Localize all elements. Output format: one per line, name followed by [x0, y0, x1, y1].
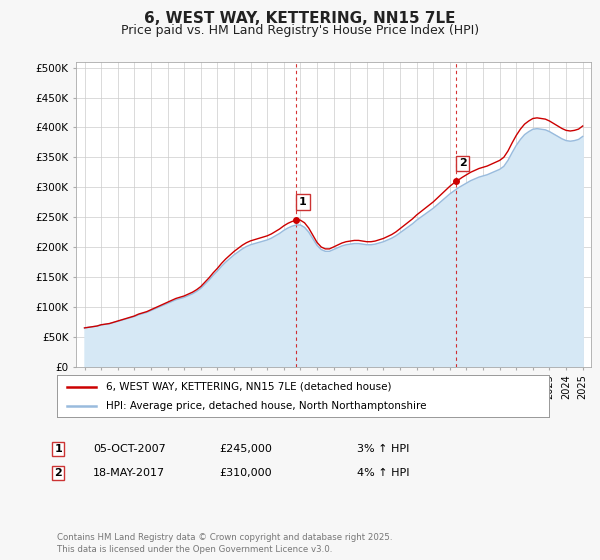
Text: 2: 2: [459, 158, 467, 169]
Text: 2: 2: [55, 468, 62, 478]
Text: 05-OCT-2007: 05-OCT-2007: [93, 444, 166, 454]
Text: 6, WEST WAY, KETTERING, NN15 7LE: 6, WEST WAY, KETTERING, NN15 7LE: [144, 11, 456, 26]
Text: 1: 1: [299, 197, 307, 207]
Text: Price paid vs. HM Land Registry's House Price Index (HPI): Price paid vs. HM Land Registry's House …: [121, 24, 479, 36]
Text: 4% ↑ HPI: 4% ↑ HPI: [357, 468, 409, 478]
Text: 18-MAY-2017: 18-MAY-2017: [93, 468, 165, 478]
Text: 3% ↑ HPI: 3% ↑ HPI: [357, 444, 409, 454]
Text: £245,000: £245,000: [219, 444, 272, 454]
Text: 6, WEST WAY, KETTERING, NN15 7LE (detached house): 6, WEST WAY, KETTERING, NN15 7LE (detach…: [106, 381, 392, 391]
Text: HPI: Average price, detached house, North Northamptonshire: HPI: Average price, detached house, Nort…: [106, 401, 427, 411]
Text: 1: 1: [55, 444, 62, 454]
Text: Contains HM Land Registry data © Crown copyright and database right 2025.
This d: Contains HM Land Registry data © Crown c…: [57, 533, 392, 554]
Text: £310,000: £310,000: [219, 468, 272, 478]
